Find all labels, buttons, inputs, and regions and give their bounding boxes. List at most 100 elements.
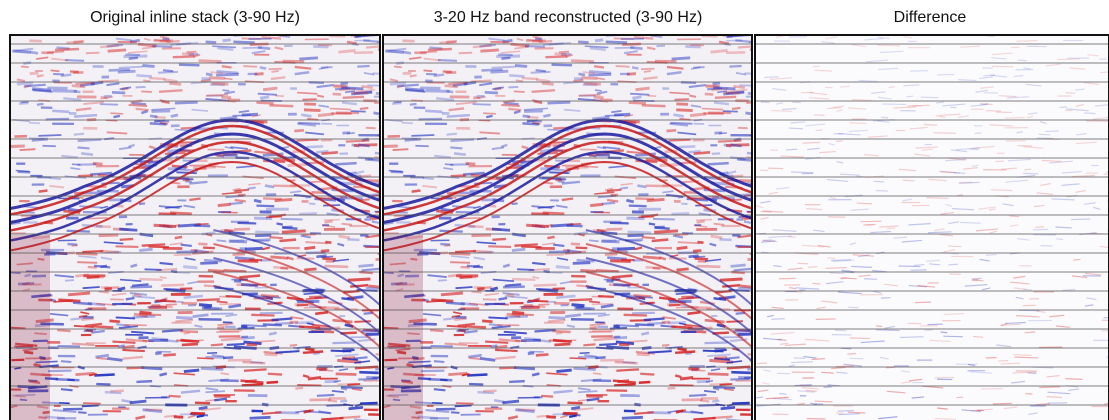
reflection (466, 264, 484, 269)
reflection (117, 344, 125, 348)
reflection (383, 326, 399, 330)
reflection (10, 404, 18, 409)
reflection (764, 76, 779, 79)
reflection (130, 263, 138, 269)
reflection (453, 152, 466, 156)
reflection (961, 409, 981, 413)
reflection (224, 146, 234, 150)
reflection (174, 235, 183, 240)
reflection (234, 227, 251, 231)
reflector (10, 124, 380, 216)
reflection (363, 311, 374, 315)
reflection (433, 73, 445, 78)
reflector (585, 229, 752, 306)
reflection (499, 366, 517, 370)
reflection (429, 329, 444, 333)
reflection (240, 324, 248, 329)
reflection (667, 320, 686, 325)
noise-band (383, 235, 423, 420)
reflection (371, 220, 380, 224)
reflection (522, 122, 540, 126)
reflection (393, 101, 402, 104)
reflection (401, 385, 421, 390)
reflection (491, 325, 511, 329)
reflection (159, 372, 168, 377)
reflection (127, 50, 148, 54)
reflection (208, 378, 229, 383)
reflection (627, 233, 644, 238)
reflection (471, 233, 492, 238)
reflection (339, 415, 361, 420)
seismic-section (382, 34, 753, 420)
reflection (816, 306, 826, 310)
reflection (450, 411, 460, 414)
reflection (1001, 167, 1017, 170)
reflection (375, 367, 380, 371)
reflection (374, 101, 380, 104)
reflection (863, 153, 879, 157)
reflection (223, 269, 247, 273)
reflection (67, 291, 91, 297)
reflection (1040, 182, 1051, 186)
reflection (237, 259, 259, 263)
reflection (825, 36, 838, 40)
reflection (569, 357, 587, 360)
reflection (305, 131, 325, 136)
reflection (1099, 245, 1109, 249)
reflection (484, 292, 500, 296)
reflection (477, 286, 485, 292)
reflection (345, 90, 356, 94)
reflection (342, 95, 365, 99)
reflection (113, 114, 121, 119)
reflection (623, 313, 647, 317)
reflection (401, 380, 414, 384)
reflection (82, 249, 104, 253)
reflection (179, 149, 195, 153)
reflection (700, 399, 710, 403)
reflection (257, 46, 271, 50)
reflection (375, 353, 380, 356)
reflection (118, 325, 138, 329)
reflection (805, 338, 830, 342)
reflection (180, 338, 200, 343)
reflection (526, 119, 538, 123)
reflection (704, 258, 722, 263)
reflection (517, 268, 535, 271)
reflection (248, 182, 261, 186)
reflection (334, 307, 359, 311)
reflection (1049, 314, 1065, 318)
reflection (158, 89, 183, 93)
reflection (730, 377, 750, 381)
reflection (32, 88, 53, 93)
reflection (983, 74, 996, 77)
reflection (337, 382, 358, 386)
reflection (826, 178, 849, 183)
reflection (770, 331, 795, 335)
reflection (875, 329, 900, 332)
reflection (628, 204, 647, 208)
reflection (316, 83, 334, 89)
reflection (242, 360, 266, 365)
reflection (772, 87, 787, 91)
reflection (802, 244, 825, 248)
reflection (773, 265, 782, 268)
reflection (577, 390, 598, 394)
reflection (198, 405, 208, 411)
reflection (637, 184, 647, 189)
reflection (779, 393, 787, 395)
reflection (436, 97, 455, 102)
reflection (273, 266, 294, 270)
reflection (161, 328, 184, 333)
reflection (81, 152, 94, 156)
reflection (611, 274, 633, 279)
panel-title: Difference (894, 9, 967, 26)
reflection (838, 413, 860, 416)
reflection (573, 367, 596, 371)
reflection (972, 145, 995, 149)
reflection (723, 387, 734, 392)
reflection (614, 382, 636, 387)
reflection (677, 346, 687, 352)
reflection (22, 288, 31, 292)
reflection (117, 286, 126, 292)
reflection (509, 379, 525, 384)
